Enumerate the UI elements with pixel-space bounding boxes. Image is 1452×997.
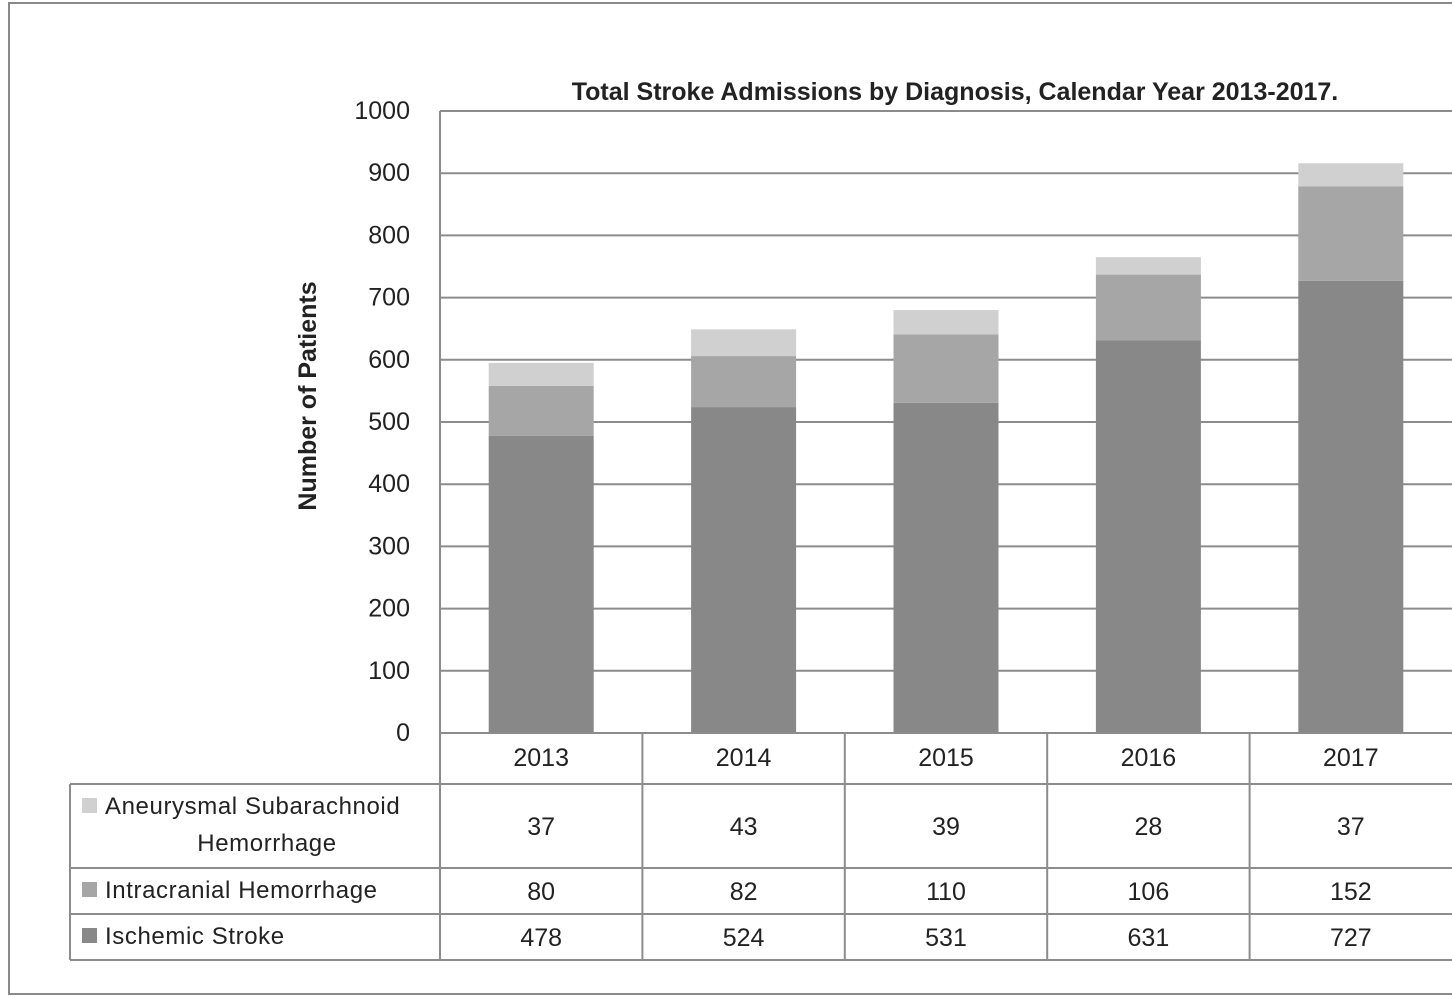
bar-segment <box>1095 274 1201 341</box>
category-label: 2014 <box>716 744 772 772</box>
bar-segment <box>1298 280 1404 733</box>
bar-segment <box>488 435 594 733</box>
bar-segment <box>1095 257 1201 275</box>
y-tick-label: 0 <box>396 719 410 747</box>
y-tick-label: 500 <box>368 408 410 436</box>
data-cell: 631 <box>1128 924 1170 952</box>
bars <box>488 163 1404 733</box>
y-tick-label: 300 <box>368 532 410 560</box>
bar-segment <box>691 329 797 357</box>
bar-segment <box>691 356 797 408</box>
legend-key <box>82 882 97 897</box>
chart-frame <box>8 2 1452 995</box>
y-tick-label: 700 <box>368 284 410 312</box>
category-label: 2016 <box>1121 744 1177 772</box>
data-cell: 478 <box>520 924 562 952</box>
series-name: Hemorrhage <box>197 830 336 857</box>
series-name: Aneurysmal Subarachnoid <box>105 793 400 820</box>
y-tick-label: 200 <box>368 595 410 623</box>
category-label: 2017 <box>1323 744 1379 772</box>
data-cell: 106 <box>1128 878 1170 906</box>
data-cell: 43 <box>730 813 758 841</box>
data-cell: 37 <box>1337 813 1365 841</box>
series-name: Intracranial Hemorrhage <box>105 877 378 904</box>
data-cell: 37 <box>527 813 555 841</box>
chart-title: Total Stroke Admissions by Diagnosis, Ca… <box>572 78 1339 106</box>
y-tick-label: 600 <box>368 346 410 374</box>
bar-segment <box>691 407 797 733</box>
bar-segment <box>893 310 999 335</box>
data-cell: 531 <box>925 924 967 952</box>
data-cell: 82 <box>730 878 758 906</box>
bar-segment <box>488 385 594 436</box>
y-tick-label: 100 <box>368 657 410 685</box>
y-axis-label: Number of Patients <box>294 281 322 510</box>
data-cell: 80 <box>527 878 555 906</box>
data-table: 2013 2014 2015 2016 2017 Aneurysmal Subarachn… <box>69 732 1452 961</box>
category-label: 2015 <box>918 744 974 772</box>
data-cell: 524 <box>723 924 765 952</box>
legend-key <box>82 798 97 813</box>
y-tick-label: 900 <box>368 159 410 187</box>
data-cell: 39 <box>932 813 960 841</box>
y-tick-label: 800 <box>368 221 410 249</box>
legend-key <box>82 928 97 943</box>
bar-segment <box>893 334 999 403</box>
data-cell: 28 <box>1134 813 1162 841</box>
data-cell: 152 <box>1330 878 1372 906</box>
y-tick-label: 1000 <box>354 97 410 125</box>
bar-segment <box>1298 186 1404 281</box>
bar-segment <box>1095 340 1201 733</box>
bar-segment <box>893 402 999 733</box>
category-label: 2013 <box>513 744 569 772</box>
y-tick-label: 400 <box>368 470 410 498</box>
bar-segment <box>488 362 594 386</box>
series-name: Ischemic Stroke <box>105 923 285 950</box>
bar-segment <box>1298 163 1404 187</box>
data-cell: 727 <box>1330 924 1372 952</box>
y-tick-labels: 0 100 200 300 400 500 600 700 800 900 1000 <box>354 97 410 747</box>
data-cell: 110 <box>926 878 966 906</box>
